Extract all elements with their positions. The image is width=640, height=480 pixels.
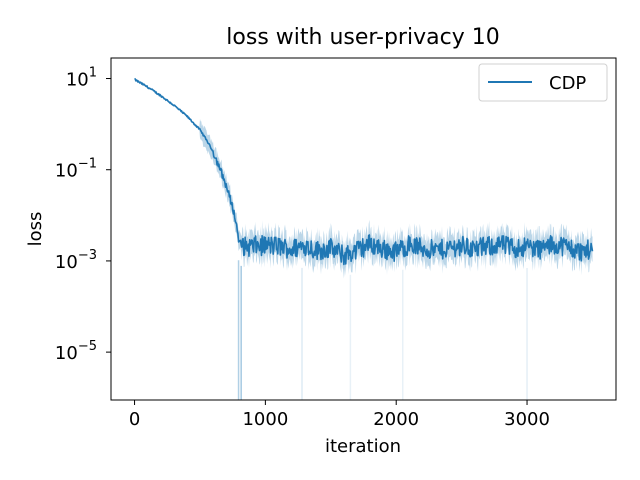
y-tick-label-3: 10−5 xyxy=(55,339,97,364)
x-axis-label: iteration xyxy=(325,436,401,457)
legend-label-cdp: CDP xyxy=(549,73,586,94)
x-tick-label-2: 2000 xyxy=(373,409,419,430)
plot-frame xyxy=(110,57,617,401)
x-axis-ticks: 0 1000 2000 3000 xyxy=(129,400,550,430)
x-tick-label-3: 3000 xyxy=(504,409,550,430)
x-tick-label-1: 1000 xyxy=(242,409,288,430)
y-axis-ticks: 101 10−1 10−3 10−5 xyxy=(55,66,111,364)
x-tick-label-0: 0 xyxy=(129,409,140,430)
confidence-band xyxy=(134,77,593,400)
y-tick-label-2: 10−3 xyxy=(55,248,97,273)
legend: CDP xyxy=(478,63,608,102)
legend-box xyxy=(478,63,608,102)
chart-title: loss with user-privacy 10 xyxy=(226,25,499,50)
cdp-band xyxy=(134,77,593,279)
y-axis-label: loss xyxy=(25,212,46,247)
y-tick-label-0: 101 xyxy=(66,66,97,91)
series-lines xyxy=(134,78,594,266)
cdp-line xyxy=(134,78,594,266)
y-tick-label-1: 10−1 xyxy=(55,157,97,182)
